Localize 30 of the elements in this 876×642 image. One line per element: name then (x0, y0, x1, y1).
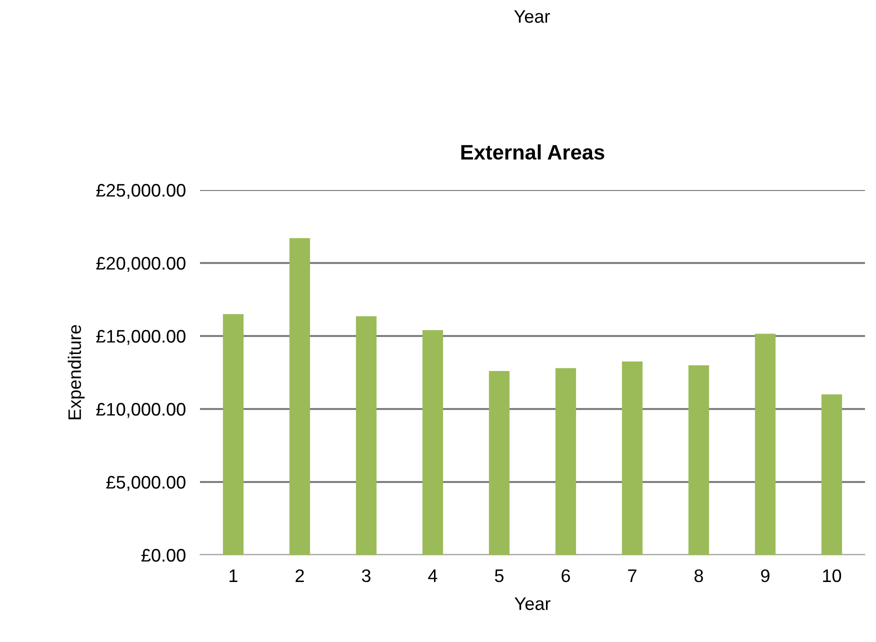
y-tick-label: £0.00 (141, 548, 186, 562)
y-tick-label: £20,000.00 (96, 256, 186, 272)
x-tick-label: 4 (428, 570, 438, 582)
bar (488, 371, 510, 555)
bar (754, 334, 776, 555)
x-tick-label: 5 (494, 570, 504, 582)
x-tick-label: 9 (761, 569, 770, 582)
y-tick-label: £25,000.00 (96, 184, 186, 199)
bar (688, 365, 710, 555)
x-tick-label: 1 (230, 570, 238, 582)
bar (356, 316, 377, 555)
y-tick-label: £5,000.00 (106, 476, 186, 491)
y-axis-title: Expenditure (68, 325, 85, 420)
x-tick-label: 10 (823, 569, 842, 582)
bar (622, 362, 643, 555)
text: Year (514, 10, 550, 23)
bar (821, 394, 842, 555)
chart-title: External Areas (461, 144, 604, 160)
x-tick-label: 3 (362, 569, 370, 582)
x-tick-label: 6 (562, 569, 570, 582)
y-tick-label: £15,000.00 (96, 330, 186, 345)
x-tick-label: 7 (628, 570, 636, 582)
x-tick-label: 2 (296, 569, 304, 582)
x-axis-title: Year (514, 597, 550, 610)
x-tick-label: 8 (694, 569, 703, 582)
bar (222, 314, 244, 555)
bar (289, 238, 310, 555)
y-tick-label: £10,000.00 (96, 402, 186, 418)
bar (422, 330, 444, 555)
bar (555, 368, 576, 555)
